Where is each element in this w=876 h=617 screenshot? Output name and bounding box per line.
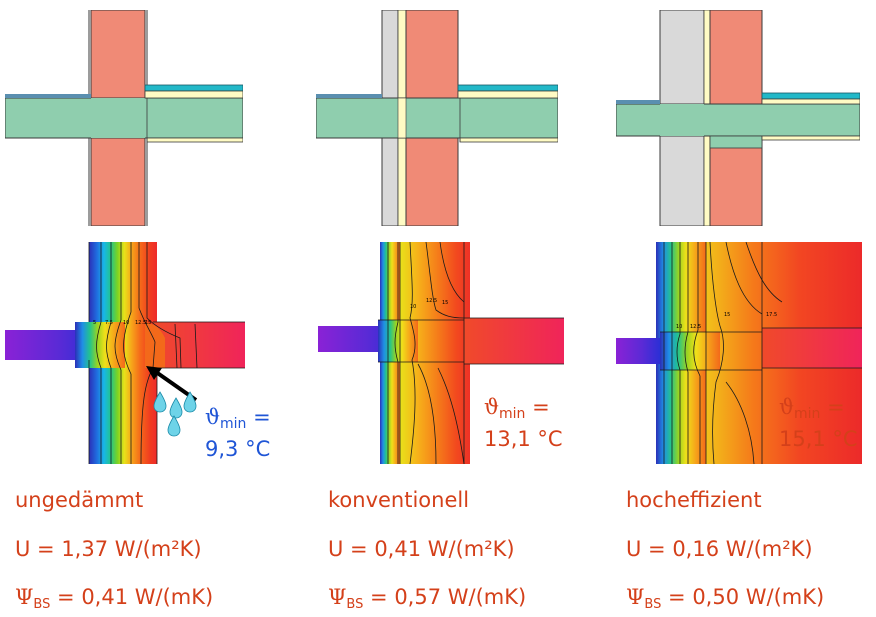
caption-title-ungedaemmt: ungedämmt [15, 488, 143, 512]
isotherm-label: 15 [442, 300, 448, 306]
caption-u-value-konventionell: U = 0,41 W/(m²K) [328, 537, 515, 561]
caption-psi-hocheffizient: ΨBS = 0,50 W/(mK) [626, 585, 824, 617]
caption-u-value-hocheffizient: U = 0,16 W/(m²K) [626, 537, 813, 561]
caption-u-value-ungedaemmt: U = 1,37 W/(m²K) [15, 537, 202, 561]
isotherm-label: 10 [123, 320, 129, 326]
tmin-label-ungedaemmt: ϑmin = 9,3 °C [205, 405, 271, 462]
isotherm-label: 10 [410, 304, 416, 310]
isotherm-label: 15 [724, 312, 730, 318]
section-drawing-hocheffizient [616, 10, 860, 226]
section-drawing-ungedaemmt [5, 10, 243, 226]
caption-psi-ungedaemmt: ΨBS = 0,41 W/(mK) [15, 585, 213, 617]
isotherm-label: 7.5 [105, 320, 113, 326]
tmin-value: 13,1 °C [484, 427, 563, 452]
caption-title-konventionell: konventionell [328, 488, 469, 512]
isotherm-label: 5 [93, 320, 96, 326]
tmin-value: 9,3 °C [205, 437, 271, 462]
caption-psi-konventionell: ΨBS = 0,57 W/(mK) [328, 585, 526, 617]
isotherm-label: 15 [145, 320, 151, 326]
water-droplets-icon [152, 390, 202, 438]
isotherm-label: 12.5 [426, 298, 437, 304]
isotherm-label: 10 [676, 324, 682, 330]
tmin-label-konventionell: ϑmin = 13,1 °C [484, 395, 563, 452]
section-drawing-konventionell [316, 10, 558, 226]
tmin-label-hocheffizient: ϑmin = 15,1 °C [779, 395, 858, 452]
isotherm-label: 17.5 [766, 312, 777, 318]
caption-title-hocheffizient: hocheffizient [626, 488, 762, 512]
tmin-value: 15,1 °C [779, 427, 858, 452]
isotherm-label: 12.5 [690, 324, 701, 330]
